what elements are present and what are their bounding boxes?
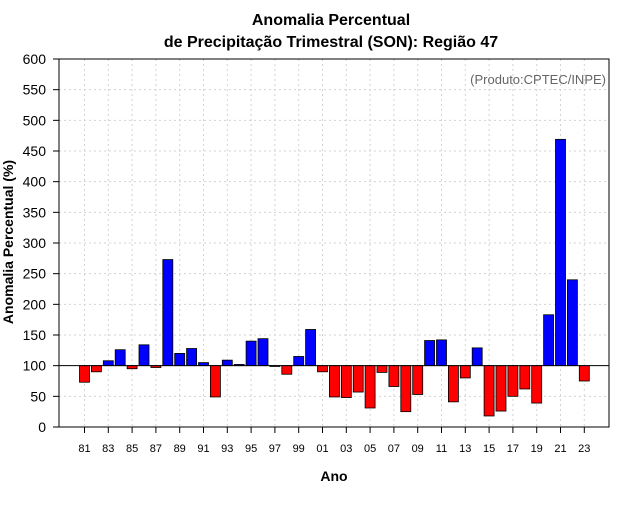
bar-88 <box>162 259 174 367</box>
x-tick-label: 07 <box>388 443 400 455</box>
x-tick-label: 91 <box>197 443 209 455</box>
y-tick-label: 250 <box>23 266 47 282</box>
bar-23 <box>578 365 590 382</box>
bar-22 <box>567 279 578 367</box>
source-label: (Produto:CPTEC/INPE) <box>470 72 606 87</box>
x-tick-label: 03 <box>340 443 352 455</box>
y-tick-label: 300 <box>23 235 47 251</box>
bar-17 <box>507 365 519 397</box>
x-tick-label: 99 <box>293 443 305 455</box>
bar-01 <box>317 365 328 373</box>
bar-86 <box>138 344 150 367</box>
bar-92 <box>209 365 221 398</box>
bar-16 <box>495 365 507 412</box>
bar-11 <box>436 339 447 367</box>
bar-93 <box>221 359 233 367</box>
y-tick-label: 550 <box>23 82 47 98</box>
bar-90 <box>186 348 198 367</box>
x-tick-label: 89 <box>174 443 186 455</box>
x-axis: 81 83 85 87 89 91 93 95 97 99 01 03 05 07 09 11 13 15 17 19… <box>78 427 590 455</box>
x-tick-label: 23 <box>578 443 590 455</box>
x-tick-label: 87 <box>150 443 162 455</box>
y-tick-label: 0 <box>38 419 46 435</box>
bar-19 <box>531 365 543 404</box>
y-tick-label: 350 <box>23 204 47 220</box>
chart-title-line2: de Precipitação Trimestral (SON): Região… <box>164 34 498 51</box>
bar-02 <box>328 365 340 398</box>
bar-89 <box>174 352 186 367</box>
bar-82 <box>91 365 102 373</box>
y-tick-label: 500 <box>23 112 47 128</box>
bar-98 <box>281 365 293 375</box>
bar-13 <box>459 365 471 379</box>
y-tick-label: 150 <box>23 327 47 343</box>
bars-layer <box>79 138 590 417</box>
bar-18 <box>519 365 531 390</box>
bar-84 <box>114 349 126 367</box>
x-tick-label: 05 <box>364 443 376 455</box>
bar-15 <box>483 365 495 417</box>
bar-03 <box>340 365 352 398</box>
x-tick-label: 81 <box>78 443 90 455</box>
bar-06 <box>376 365 388 373</box>
x-tick-label: 19 <box>531 443 543 455</box>
bar-21 <box>555 138 566 367</box>
bar-07 <box>388 365 400 387</box>
x-tick-label: 97 <box>269 443 281 455</box>
bar-20 <box>543 314 554 367</box>
x-tick-label: 83 <box>102 443 114 455</box>
bar-09 <box>412 365 424 395</box>
x-tick-label: 93 <box>221 443 233 455</box>
y-tick-label: 450 <box>23 143 47 159</box>
x-tick-label: 13 <box>459 443 471 455</box>
x-tick-label: 17 <box>507 443 519 455</box>
chart-title-line1: Anomalia Percentual <box>252 12 410 29</box>
y-tick-label: 100 <box>23 358 47 374</box>
y-axis: 0 50 100 150 200 250 300 350 400 450 500 550 600 <box>23 51 59 435</box>
x-tick-label: 11 <box>436 443 447 455</box>
x-tick-label: 01 <box>316 443 328 455</box>
bar-04 <box>352 365 364 393</box>
x-tick-label: 95 <box>245 443 257 455</box>
y-tick-label: 400 <box>23 174 47 190</box>
bar-10 <box>424 340 436 367</box>
x-tick-label: 21 <box>554 443 566 455</box>
y-tick-label: 50 <box>30 388 46 404</box>
y-tick-label: 200 <box>23 296 47 312</box>
y-tick-label: 600 <box>23 51 47 67</box>
bar-12 <box>447 365 459 403</box>
bar-14 <box>471 347 483 367</box>
x-tick-label: 15 <box>483 443 495 455</box>
bar-96 <box>257 338 269 367</box>
bar-95 <box>245 340 257 367</box>
bar-08 <box>400 365 412 413</box>
bar-83 <box>102 360 114 367</box>
x-tick-label: 09 <box>412 443 424 455</box>
bar-00 <box>305 329 317 367</box>
bar-81 <box>79 365 90 383</box>
y-axis-label: Anomalia Percentual (%) <box>0 160 16 324</box>
x-tick-label: 85 <box>126 443 138 455</box>
bar-05 <box>364 365 376 409</box>
bar-99 <box>293 356 305 367</box>
x-axis-label: Ano <box>320 468 347 484</box>
